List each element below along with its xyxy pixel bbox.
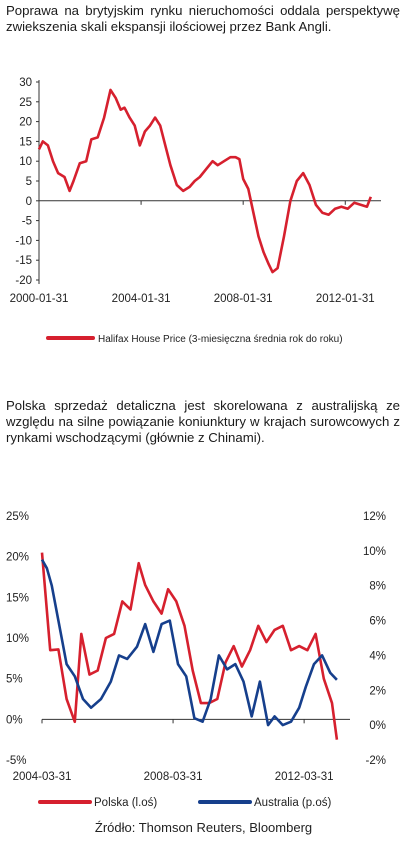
- chart2-series: [40, 552, 339, 740]
- series-line-polska: [40, 552, 339, 740]
- x-tick-label-2000-01-31: 2000-01-31: [10, 293, 69, 305]
- left-y-tick-label-20: 20%: [6, 552, 29, 564]
- chart1-caption: Poprawa na brytyjskim rynku nieruchomośc…: [6, 3, 400, 34]
- y-tick-label-20: -20: [15, 275, 32, 287]
- left-y-tick-label-5: 5%: [6, 674, 23, 686]
- series-line-australia: [40, 558, 338, 727]
- left-y-tick-label-5: -5%: [6, 755, 26, 767]
- legend-label-house-price: Halifax House Price (3-miesięczna średni…: [98, 334, 343, 345]
- right-y-tick-label-4: 4%: [369, 650, 386, 662]
- x-tick-label-2008-03-31: 2008-03-31: [144, 771, 203, 783]
- house-price-chart: 30 25 20 15 10 5 0 -5 -10 -15 -20 2000-01-31 2004-01…: [10, 77, 381, 345]
- x-tick-label-2008-01-31: 2008-01-31: [214, 293, 273, 305]
- y-tick-label-10: -10: [15, 235, 32, 247]
- chart1-series: [37, 88, 373, 274]
- x-tick-label-2004-01-31: 2004-01-31: [112, 293, 171, 305]
- chart2-caption: Polska sprzedaż detaliczna jest skorelow…: [6, 398, 400, 445]
- right-y-tick-label-0: 0%: [369, 720, 386, 732]
- left-y-tick-label-10: 10%: [6, 633, 29, 645]
- legend-label-polska: Polska (l.oś): [94, 797, 157, 809]
- left-y-tick-label-0: 0%: [6, 714, 23, 726]
- y-tick-label-10: 10: [19, 156, 32, 168]
- right-y-tick-label-8: 8%: [369, 581, 386, 593]
- right-y-tick-label-2: 2%: [369, 685, 386, 697]
- right-y-tick-label-10: 10%: [363, 546, 386, 558]
- y-tick-label-25: 25: [19, 97, 32, 109]
- y-tick-label-5: -5: [22, 216, 32, 228]
- y-tick-label-20: 20: [19, 117, 32, 129]
- x-tick-label-2004-03-31: 2004-03-31: [13, 771, 72, 783]
- series-line-house-price: [37, 88, 373, 274]
- y-tick-label-0: 0: [26, 196, 32, 208]
- right-y-tick-label-12: 12%: [363, 511, 386, 523]
- source-note: Źródło: Thomson Reuters, Bloomberg: [94, 820, 313, 835]
- right-y-tick-label-6: 6%: [369, 616, 386, 628]
- chart1-legend: Halifax House Price (3-miesięczna średni…: [46, 334, 343, 345]
- legend-label-australia: Australia (p.oś): [254, 797, 332, 809]
- y-tick-label-15: -15: [15, 255, 32, 267]
- left-y-tick-label-15: 15%: [6, 592, 29, 604]
- chart2-legend: Polska (l.oś) Australia (p.oś): [38, 797, 332, 809]
- y-tick-label-5: 5: [26, 176, 32, 188]
- right-y-tick-label-2: -2%: [366, 755, 386, 767]
- left-y-tick-label-25: 25%: [6, 511, 29, 523]
- x-tick-label-2012-03-31: 2012-03-31: [275, 771, 334, 783]
- chart1-axes: 30 25 20 15 10 5 0 -5 -10 -15 -20 2000-01-31 2004-01…: [10, 77, 381, 305]
- x-tick-label-2012-01-31: 2012-01-31: [316, 293, 375, 305]
- y-tick-label-15: 15: [19, 136, 32, 148]
- y-tick-label-30: 30: [19, 77, 32, 89]
- chart2-axes: 25% 20% 15% 10% 5% 0% -5% 12% 10% 8% 6% 4% 2% 0% -2% 20…: [6, 511, 386, 783]
